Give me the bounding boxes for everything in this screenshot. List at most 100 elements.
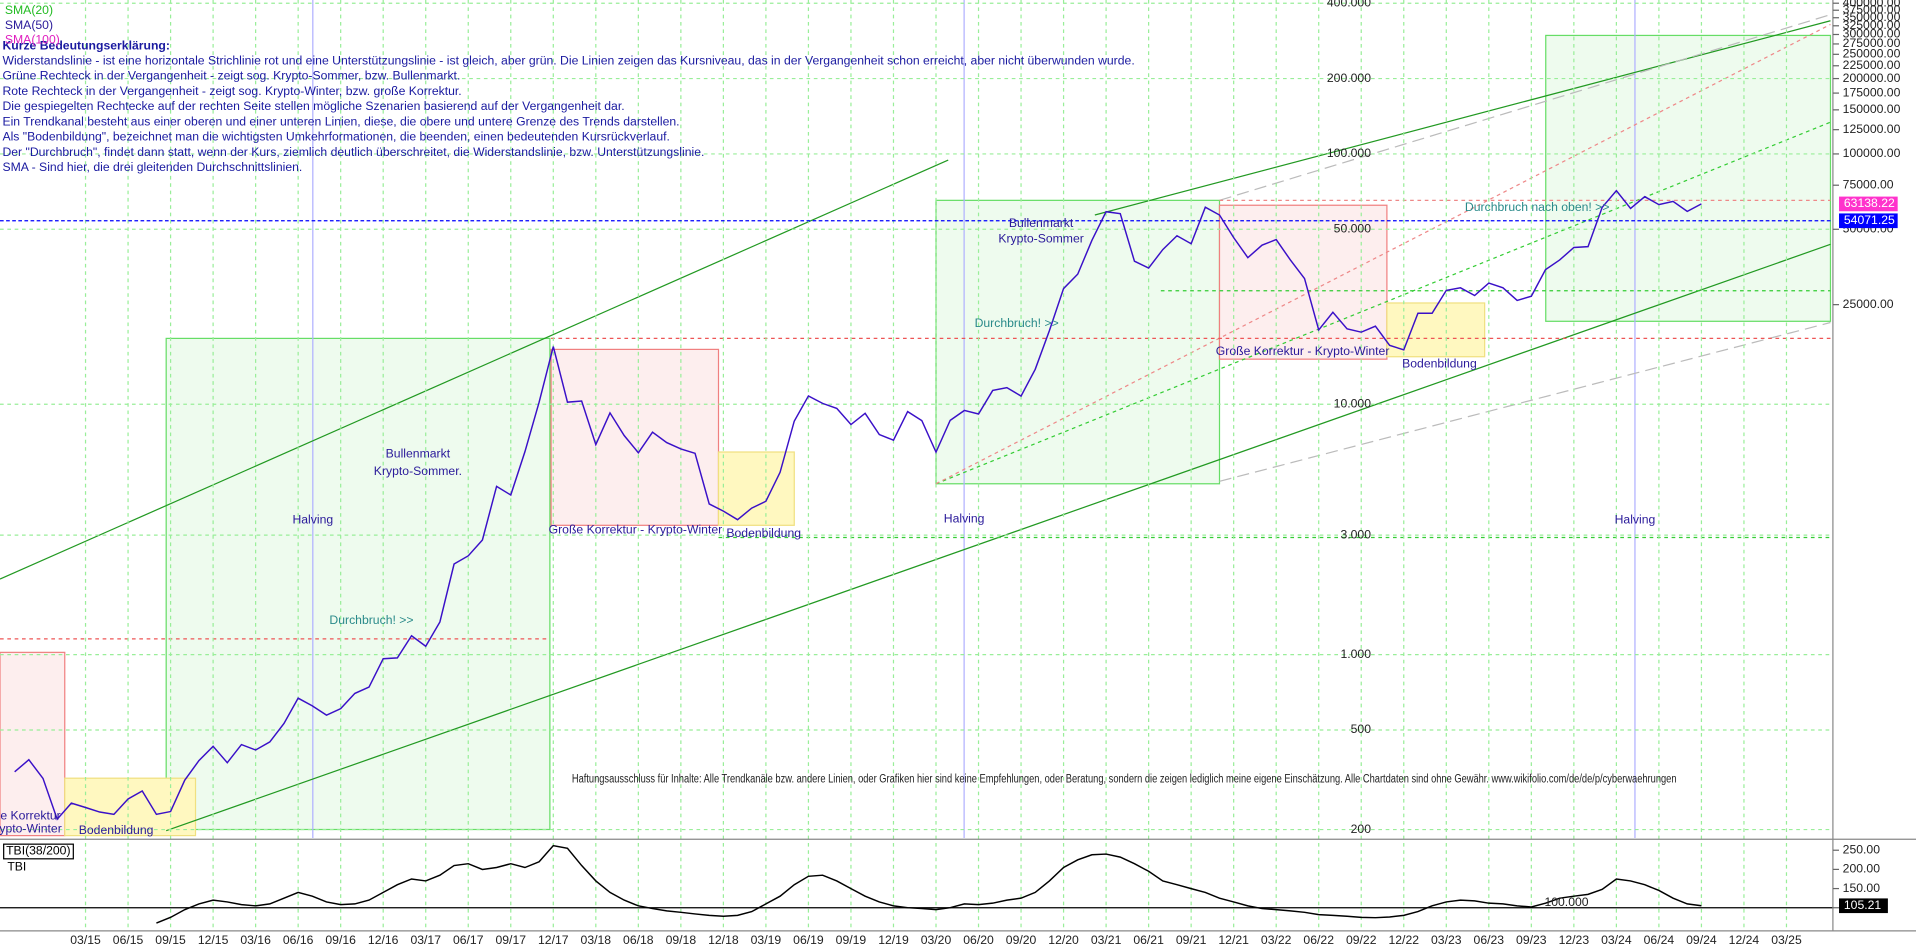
tbi-title: TBI(38/200) <box>6 844 70 858</box>
x-tick-label: 09/15 <box>155 933 186 947</box>
explanation-title: Kurze Bedeutungserklärung: <box>2 39 170 53</box>
tbi-marker-label: 105.21 <box>1844 898 1882 912</box>
tbi-name: TBI <box>7 860 26 874</box>
trend-line <box>0 159 949 580</box>
legend-entry: SMA(50) <box>5 18 53 32</box>
x-tick-label: 12/18 <box>708 933 739 947</box>
drawings <box>0 0 1832 839</box>
x-tick-label: 03/15 <box>70 933 101 947</box>
price-marker <box>1839 213 1898 229</box>
annotation: Durchbruch! >> <box>329 613 413 627</box>
y-tick-label: 150.00 <box>1843 881 1881 895</box>
explanation-line: SMA - Sind hier, die drei gleitenden Dur… <box>2 160 302 174</box>
x-tick-label: 03/20 <box>921 933 952 947</box>
green-rect <box>935 199 1221 485</box>
annotation: Bodenbildung <box>726 526 801 540</box>
y-tick-label: 250.00 <box>1843 842 1881 856</box>
x-tick-label: 12/24 <box>1729 933 1760 947</box>
tbi-marker <box>1839 898 1888 914</box>
annotation: Durchbruch nach oben! >> <box>1465 200 1610 214</box>
y-tick-label: 375000.00 <box>1843 2 1901 16</box>
resistance-diagonal <box>935 23 1831 485</box>
annotation: Große Korrektur - Krypto-Winter <box>549 522 723 536</box>
explanation-line: Ein Trendkanal besteht aus einer oberen … <box>2 114 679 128</box>
trend-line <box>1094 20 1831 216</box>
grid <box>0 0 1833 931</box>
annotation: Große Korrektur - Krypto-Winter <box>1216 344 1390 358</box>
channel-line <box>1219 321 1831 482</box>
y-tick-label: 200.00 <box>1843 862 1881 876</box>
yellow-rect <box>64 777 197 837</box>
disclaimer: Haftungsausschluss für Inhalte: Alle Tre… <box>572 772 1677 786</box>
tbi-title-box <box>3 843 74 860</box>
annotation: ypto-Winter <box>0 822 62 836</box>
y-tick-label: 3.000 <box>1340 527 1371 541</box>
x-tick-label: 03/23 <box>1431 933 1462 947</box>
y-tick-label: 125000.00 <box>1843 122 1901 136</box>
x-tick-label: 06/22 <box>1303 933 1334 947</box>
x-tick-label: 09/24 <box>1686 933 1717 947</box>
x-tick-label: 09/22 <box>1346 933 1377 947</box>
y-tick-label: 50.000 <box>1334 222 1372 236</box>
red-rect <box>1218 204 1388 360</box>
x-tick-label: 06/15 <box>113 933 144 947</box>
legend-entry: SMA(100) <box>5 33 60 47</box>
tbi-level-label: 100.000 <box>1544 895 1588 909</box>
x-tick-label: 03/19 <box>751 933 782 947</box>
x-tick-label: 12/19 <box>878 933 909 947</box>
x-tick-label: 03/16 <box>240 933 271 947</box>
annotation: Halving <box>1615 513 1656 527</box>
green-rect <box>165 337 551 831</box>
price-marker-label: 63138.22 <box>1844 196 1895 210</box>
x-tick-label: 12/15 <box>198 933 229 947</box>
y-tick-label: 350000.00 <box>1843 10 1901 24</box>
y-tick-label: 100000.00 <box>1843 146 1901 160</box>
annotation: Bodenbildung <box>79 823 154 837</box>
y-tick-label: 200.000 <box>1327 71 1371 85</box>
x-tick-label: 12/16 <box>368 933 399 947</box>
x-tick-label: 06/16 <box>283 933 314 947</box>
y-tick-label: 25000.00 <box>1843 297 1894 311</box>
x-tick-label: 12/23 <box>1559 933 1590 947</box>
y-tick-label: 275000.00 <box>1843 36 1901 50</box>
x-tick-label: 12/17 <box>538 933 569 947</box>
annotation: e Korrektur <box>0 808 60 822</box>
x-tick-label: 03/22 <box>1261 933 1292 947</box>
y-tick-label: 75000.00 <box>1843 177 1894 191</box>
annotation: Durchbruch! >> <box>975 316 1059 330</box>
explanation-line: Der "Durchbruch", findet dann statt, wen… <box>2 145 704 159</box>
x-tick-label: 09/19 <box>836 933 867 947</box>
red-rect <box>0 651 66 837</box>
y-tick-label: 10.000 <box>1334 396 1372 410</box>
x-tick-label: 03/25 <box>1771 933 1802 947</box>
x-tick-label: 09/18 <box>666 933 697 947</box>
annotation: Bullenmarkt <box>386 447 451 461</box>
x-tick-label: 12/22 <box>1388 933 1419 947</box>
price-marker-label: 54071.25 <box>1844 213 1895 227</box>
y-tick-label: 400.000 <box>1327 0 1371 9</box>
annotation: Bodenbildung <box>1402 356 1477 370</box>
series-line <box>156 844 1702 924</box>
x-tick-label: 03/18 <box>581 933 612 947</box>
y-tick-label: 200 <box>1351 822 1372 836</box>
x-tick-label: 06/20 <box>963 933 994 947</box>
y-tick-label: 200000.00 <box>1843 71 1901 85</box>
explanation-line: Widerstandslinie - ist eine horizontale … <box>2 53 1134 67</box>
x-tick-label: 03/24 <box>1601 933 1632 947</box>
x-tick-label: 06/18 <box>623 933 654 947</box>
price-marker <box>1839 196 1898 212</box>
y-tick-label: 225000.00 <box>1843 58 1901 72</box>
annotation: Bullenmarkt <box>1009 216 1074 230</box>
annotation: Krypto-Sommer. <box>374 464 462 478</box>
y-tick-label: 100.000 <box>1327 146 1371 160</box>
explanation-line: Die gespiegelten Rechtecke auf der recht… <box>2 99 624 113</box>
x-tick-label: 09/23 <box>1516 933 1547 947</box>
x-tick-label: 06/19 <box>793 933 824 947</box>
y-tick-label: 150000.00 <box>1843 102 1901 116</box>
y-tick-label: 250000.00 <box>1843 47 1901 61</box>
x-tick-label: 12/20 <box>1048 933 1079 947</box>
x-tick-label: 09/17 <box>495 933 526 947</box>
y-tick-label: 400000.00 <box>1843 0 1901 9</box>
